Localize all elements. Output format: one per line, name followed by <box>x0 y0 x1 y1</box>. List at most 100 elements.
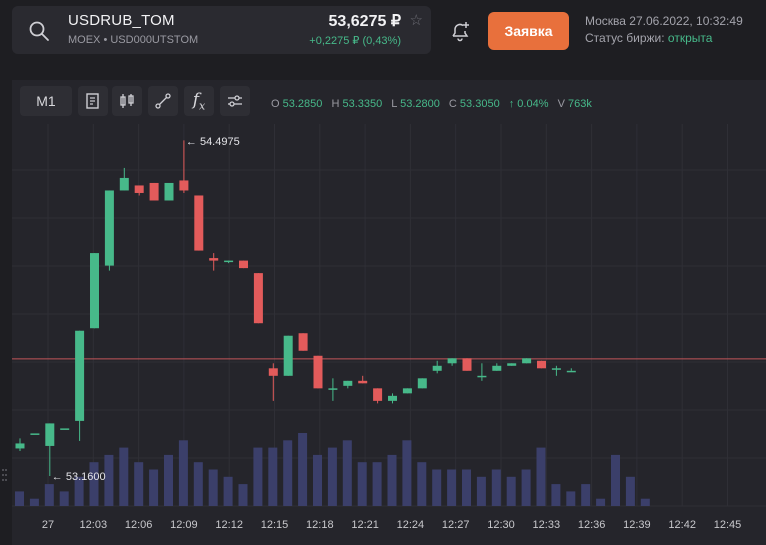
x-axis-tick-label: 27 <box>42 519 54 531</box>
volume-bar <box>104 454 114 506</box>
volume-bar <box>342 440 352 506</box>
volume-bar <box>44 484 54 506</box>
drawing-icon <box>155 93 171 109</box>
chart-type-button[interactable] <box>112 86 142 116</box>
x-axis-tick-label: 12:15 <box>261 519 289 531</box>
panel-resize-handle <box>5 469 7 471</box>
candle-body <box>194 195 204 251</box>
volume-bar <box>178 440 188 506</box>
candle-body <box>551 368 561 370</box>
volume-bar <box>521 469 531 506</box>
exchange-status-label: Статус биржи: <box>585 31 668 45</box>
volume-bar <box>372 462 382 506</box>
x-axis-tick-label: 12:12 <box>215 519 243 531</box>
candle-body <box>30 433 40 435</box>
volume-bar <box>625 476 635 506</box>
notes-icon <box>86 93 99 109</box>
x-axis-tick-label: 12:33 <box>533 519 561 531</box>
order-button[interactable]: Заявка <box>488 12 569 50</box>
volume-bar <box>462 469 471 506</box>
volume-bar <box>149 469 159 506</box>
volume-bar <box>566 491 576 506</box>
candle-body <box>402 388 412 394</box>
ohlc-v-label: V <box>557 98 565 110</box>
volume-bar <box>15 491 24 506</box>
volume-bar <box>506 476 516 506</box>
volume-bar <box>313 454 322 506</box>
notes-button[interactable] <box>78 86 108 116</box>
candle-body <box>507 363 517 366</box>
volume-bar <box>417 462 427 506</box>
volume-bar <box>357 462 367 506</box>
panel-resize-handle <box>5 479 7 481</box>
volume-bar <box>387 454 397 506</box>
candle-body <box>119 177 129 191</box>
volume-bar <box>253 447 263 506</box>
indicators-button[interactable]: fx <box>184 86 214 116</box>
candle-body <box>447 358 457 364</box>
panel-resize-handle <box>2 479 4 481</box>
candle-body <box>164 182 174 201</box>
exchange-status: Статус биржи: открыта <box>585 31 712 45</box>
volume-bar <box>283 440 293 506</box>
volume-bar <box>74 476 84 506</box>
bell-plus-icon[interactable] <box>449 20 471 42</box>
ohlc-o-label: O <box>271 98 280 110</box>
candle-body <box>358 380 368 384</box>
search-icon[interactable] <box>28 20 50 42</box>
candle-body <box>566 370 576 373</box>
ohlc-open: 53.2850 <box>282 98 323 110</box>
volume-bar <box>611 454 620 506</box>
x-axis-tick-label: 12:27 <box>442 519 470 531</box>
volume-bar <box>208 469 218 506</box>
candle-body <box>15 443 25 449</box>
candle-body <box>253 273 263 324</box>
candle-body <box>239 260 248 269</box>
top-bar: USDRUB_TOM MOEX • USD000UTSTOM 53,6275 ₽… <box>0 0 766 64</box>
price-change: +0,2275 ₽ (0,43%) <box>309 35 401 47</box>
candle-body <box>313 355 323 389</box>
candle-body <box>522 358 532 364</box>
candle-body <box>432 365 442 371</box>
x-axis-tick-label: 12:06 <box>125 519 153 531</box>
indicator-fx-icon: fx <box>192 89 206 113</box>
volume-bar <box>29 498 39 506</box>
volume-bar <box>596 498 606 506</box>
candle-body <box>298 333 308 351</box>
candle-body <box>343 380 353 386</box>
volume-bar <box>164 454 173 506</box>
candle-body <box>492 365 502 371</box>
min-price-label: ← 53.1600 <box>52 471 106 483</box>
volume-bar <box>238 484 248 506</box>
candle-body <box>75 330 85 421</box>
x-axis-tick-label: 12:45 <box>714 519 742 531</box>
candle-body <box>283 335 293 376</box>
last-price: 53,6275 ₽ <box>328 13 401 30</box>
candle-body <box>373 388 383 401</box>
candle-body <box>60 428 70 430</box>
ohlc-change: ↑ 0.04% <box>508 98 549 110</box>
candle-body <box>90 253 99 329</box>
volume-bar <box>536 447 546 506</box>
candle-body <box>477 375 487 378</box>
ticker-selector[interactable]: USDRUB_TOM MOEX • USD000UTSTOM 53,6275 ₽… <box>12 6 431 54</box>
candle-body <box>462 358 472 371</box>
settings-icon <box>228 95 242 107</box>
volume-bar <box>119 447 129 506</box>
star-icon[interactable]: ☆ <box>409 12 423 29</box>
ohlc-legend: O 53.2850 H 53.3350 L 53.2800 C 53.3050 … <box>271 98 598 110</box>
candle-body <box>209 258 219 261</box>
settings-button[interactable] <box>220 86 250 116</box>
x-axis-tick-label: 12:21 <box>351 519 379 531</box>
max-price-label: ← 54.4975 <box>186 136 240 148</box>
ohlc-h-label: H <box>331 98 340 110</box>
x-axis-tick-label: 12:18 <box>306 519 334 531</box>
drawing-button[interactable] <box>148 86 178 116</box>
volume-bar <box>447 469 457 506</box>
candle-body <box>224 260 234 263</box>
interval-button[interactable]: M1 <box>20 86 72 116</box>
exchange-datetime: Москва 27.06.2022, 10:32:49 <box>585 14 743 28</box>
ohlc-low: 53.2800 <box>400 98 440 110</box>
volume-bar <box>476 476 486 506</box>
